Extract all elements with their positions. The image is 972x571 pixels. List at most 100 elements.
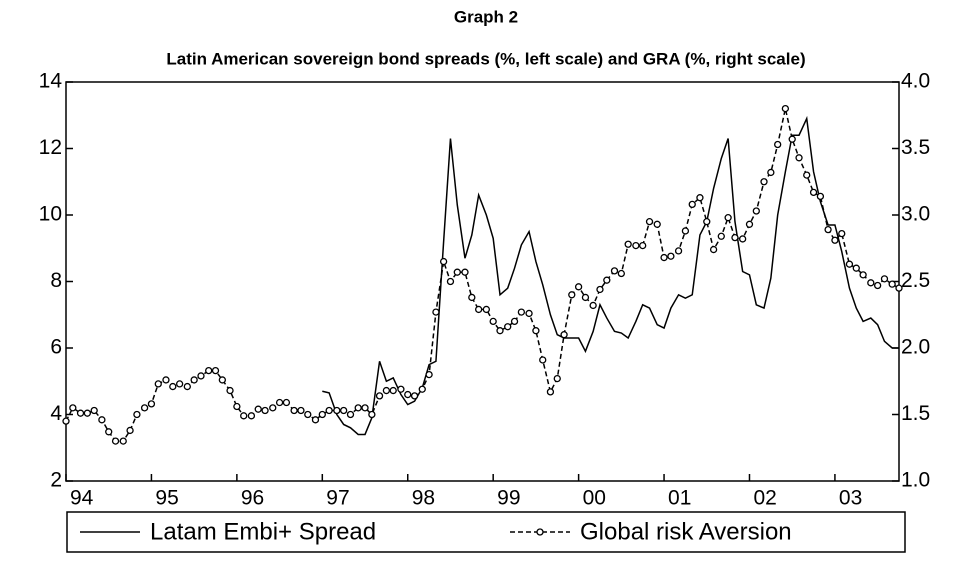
series-marker (639, 241, 647, 250)
series-marker (845, 260, 854, 268)
series-marker (69, 404, 77, 412)
legend-label: Latam Embi+ Spread (150, 518, 376, 545)
series-marker (496, 327, 504, 335)
series-marker (304, 410, 312, 419)
series-marker (468, 293, 476, 302)
x-tick-label: 97 (326, 487, 349, 510)
series-marker (147, 400, 156, 408)
series-marker (211, 366, 220, 375)
y2-tick-label: 2.0 (901, 336, 930, 359)
x-tick-label: 95 (155, 487, 178, 510)
series-marker (169, 382, 177, 391)
series-marker (532, 327, 540, 335)
series-marker (731, 233, 739, 242)
y-tick-label: 2 (50, 469, 62, 492)
series-marker (838, 229, 846, 238)
series-marker (859, 271, 867, 279)
series-marker (574, 283, 583, 291)
y2-tick-label: 3.0 (901, 203, 930, 226)
series-marker (98, 416, 106, 424)
series-marker (133, 410, 141, 419)
x-tick-label: 96 (241, 487, 264, 510)
y-tick-label: 12 (39, 136, 62, 159)
series-marker (681, 227, 690, 235)
series-marker (432, 308, 440, 316)
series-marker (290, 406, 298, 415)
series-marker (724, 214, 732, 222)
series-marker (767, 168, 775, 177)
series-marker (397, 385, 405, 393)
series-marker (745, 220, 754, 228)
legend-marker (536, 528, 544, 536)
series-marker (261, 406, 269, 415)
series-marker (175, 380, 184, 388)
series-marker (318, 410, 326, 419)
series-marker (482, 305, 490, 314)
series-marker (596, 285, 604, 294)
series-marker (461, 268, 469, 276)
x-tick-label: 02 (753, 487, 776, 510)
series-marker (539, 356, 547, 364)
series-marker (269, 404, 277, 412)
series-marker (517, 308, 526, 316)
series-marker (90, 406, 98, 415)
series-marker (510, 317, 519, 326)
series-marker (410, 392, 419, 400)
series-marker (475, 305, 483, 314)
series-marker (489, 317, 497, 326)
series-marker (453, 268, 461, 276)
series-marker (218, 376, 226, 384)
series-marker (154, 380, 162, 388)
series-marker (361, 404, 369, 412)
x-tick-label: 00 (583, 487, 606, 510)
y-tick-label: 6 (50, 336, 62, 359)
series-marker (111, 437, 120, 445)
series-marker (226, 386, 234, 395)
series-marker (610, 267, 619, 275)
series-marker (752, 207, 760, 215)
series-marker (346, 410, 355, 419)
series-marker (880, 275, 889, 283)
series-marker (873, 281, 882, 290)
series-marker (504, 323, 512, 331)
series-marker (717, 232, 725, 240)
series-marker (667, 252, 675, 260)
series-marker (703, 217, 711, 226)
series-marker (560, 331, 568, 339)
series-line (65, 108, 900, 442)
legend-label: Global risk Aversion (580, 518, 792, 545)
series-marker (525, 309, 533, 318)
series-marker (632, 241, 640, 250)
series-marker (247, 412, 256, 420)
series-marker (709, 245, 718, 254)
series-marker (333, 406, 341, 415)
y-tick-label: 10 (39, 203, 62, 226)
y2-tick-label: 1.5 (901, 402, 930, 425)
series-marker (119, 437, 127, 445)
series-marker (354, 404, 362, 412)
series-marker (439, 257, 448, 266)
y-tick-label: 14 (39, 70, 63, 93)
series-marker (660, 253, 668, 262)
series-marker (553, 374, 561, 383)
series-marker (852, 264, 860, 272)
series-marker (140, 404, 149, 412)
series-marker (325, 406, 333, 415)
series-marker (895, 284, 903, 292)
y2-tick-label: 3.5 (901, 136, 930, 159)
series-marker (404, 390, 412, 399)
x-tick-label: 94 (70, 487, 94, 510)
y2-tick-label: 4.0 (901, 70, 930, 93)
series-marker (297, 406, 305, 415)
series-marker (389, 386, 397, 395)
series-marker (788, 135, 796, 143)
series-marker (831, 236, 839, 244)
series-marker (603, 276, 611, 284)
chart-title: Graph 2 (454, 7, 518, 26)
series-marker (696, 194, 704, 202)
series-marker (824, 225, 832, 234)
series-marker (83, 409, 92, 417)
series-marker (568, 291, 576, 299)
series-marker (739, 235, 747, 243)
series-marker (624, 240, 632, 248)
